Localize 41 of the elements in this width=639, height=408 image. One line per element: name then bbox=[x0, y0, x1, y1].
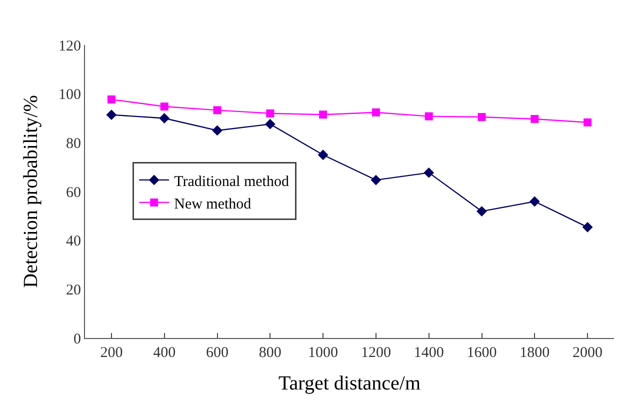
y-tick-label: 40 bbox=[66, 234, 81, 250]
x-tick-label: 1400 bbox=[414, 345, 444, 361]
point bbox=[266, 109, 274, 118]
legend-label: New method bbox=[174, 196, 252, 212]
point bbox=[424, 112, 433, 120]
y-tick-label: 60 bbox=[66, 184, 81, 201]
y-tick-label: 100 bbox=[58, 87, 81, 104]
y-tick-label: 120 bbox=[58, 38, 81, 54]
x-tick-label: 400 bbox=[153, 345, 176, 361]
x-axis-title: Target distance/m bbox=[278, 372, 421, 394]
x-tick-label: 800 bbox=[258, 345, 282, 361]
point bbox=[160, 102, 168, 111]
point bbox=[529, 196, 540, 207]
point bbox=[212, 125, 222, 136]
point bbox=[584, 118, 592, 126]
x-tick-label: 2000 bbox=[572, 345, 603, 361]
x-tick-label: 1200 bbox=[360, 345, 391, 361]
point bbox=[319, 110, 328, 119]
point bbox=[582, 222, 593, 232]
point bbox=[478, 113, 486, 122]
point bbox=[106, 110, 117, 120]
point bbox=[107, 95, 116, 104]
y-tick-label: 0 bbox=[74, 331, 81, 348]
point bbox=[213, 106, 222, 114]
point bbox=[424, 168, 434, 178]
legend-label: Traditional method bbox=[174, 174, 290, 190]
x-tick-label: 1000 bbox=[308, 345, 338, 361]
point bbox=[530, 114, 539, 123]
x-tick-label: 1600 bbox=[466, 345, 497, 361]
x-tick-label: 1800 bbox=[520, 345, 550, 361]
x-tick-label: 600 bbox=[206, 345, 228, 361]
point bbox=[370, 174, 382, 186]
point bbox=[159, 113, 170, 124]
point bbox=[372, 108, 380, 116]
y-tick-label: 20 bbox=[66, 282, 81, 298]
point bbox=[476, 206, 487, 216]
y-axis-title: Detection probability/% bbox=[20, 95, 42, 288]
x-tick-label: 200 bbox=[100, 345, 123, 361]
y-tick-label: 80 bbox=[66, 136, 81, 152]
point bbox=[264, 118, 276, 130]
point bbox=[318, 150, 328, 160]
